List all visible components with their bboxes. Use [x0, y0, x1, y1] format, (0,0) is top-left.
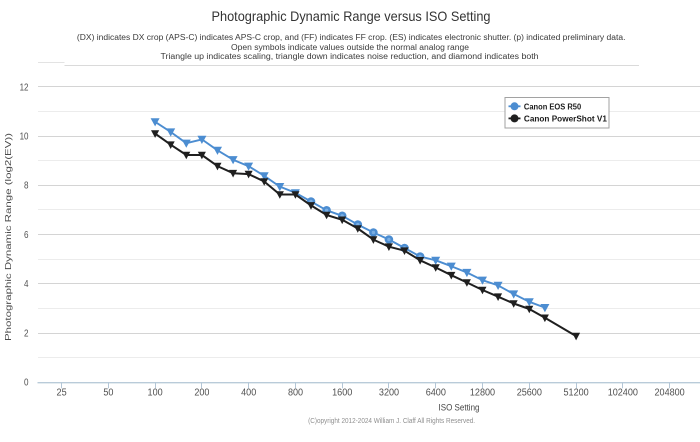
svg-text:Canon EOS R50: Canon EOS R50	[524, 101, 581, 111]
svg-text:0: 0	[24, 378, 29, 389]
svg-text:6400: 6400	[426, 388, 447, 399]
svg-text:12800: 12800	[470, 388, 496, 399]
svg-text:25600: 25600	[517, 388, 543, 399]
svg-text:3200: 3200	[379, 388, 400, 399]
svg-text:8: 8	[24, 181, 29, 192]
svg-text:6: 6	[24, 230, 29, 241]
svg-text:400: 400	[241, 388, 257, 399]
svg-text:Triangle up indicates scaling,: Triangle up indicates scaling, triangle …	[161, 52, 539, 61]
svg-text:4: 4	[24, 279, 29, 290]
svg-text:(DX) indicates DX crop (APS-C): (DX) indicates DX crop (APS-C) indicates…	[77, 33, 626, 42]
svg-text:800: 800	[288, 388, 304, 399]
svg-text:51200: 51200	[564, 388, 590, 399]
svg-text:204800: 204800	[655, 388, 686, 399]
svg-text:2: 2	[24, 329, 29, 340]
svg-text:50: 50	[103, 388, 114, 399]
svg-text:102400: 102400	[608, 388, 639, 399]
svg-text:Canon PowerShot V1: Canon PowerShot V1	[524, 113, 607, 123]
svg-text:12: 12	[20, 82, 29, 93]
svg-text:100: 100	[148, 388, 164, 399]
svg-text:Photographic Dynamic Range (lo: Photographic Dynamic Range (log2(EV))	[3, 133, 13, 341]
svg-text:ISO Setting: ISO Setting	[439, 403, 480, 413]
svg-text:1600: 1600	[332, 388, 353, 399]
svg-text:Open symbols indicate values o: Open symbols indicate values outside the…	[231, 43, 470, 52]
svg-text:200: 200	[194, 388, 210, 399]
svg-text:10: 10	[20, 132, 29, 143]
svg-text:25: 25	[57, 388, 67, 399]
svg-text:(C)opyright 2012-2024 William: (C)opyright 2012-2024 William J. Claff A…	[308, 418, 475, 425]
svg-text:Photographic Dynamic Range ver: Photographic Dynamic Range versus ISO Se…	[212, 8, 491, 24]
